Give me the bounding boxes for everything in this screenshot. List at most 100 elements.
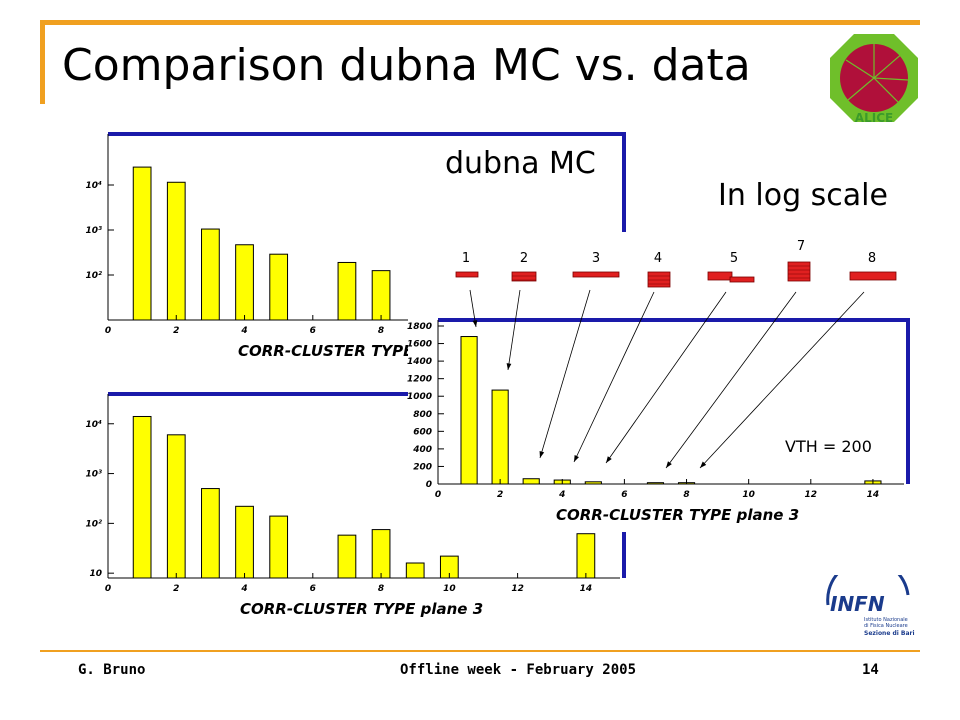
bottom-ytick-label-1000: 10³ [86,470,103,480]
inset-panel: 0 2 4 6 8 10 12 14 0 200 400 600 800 1000 1200 1400 1600… [407,232,916,532]
top-xtick-label-0: 0 [105,326,111,336]
inset-ytick-label-1600: 1600 [407,340,432,350]
bottom-bar-3 [201,488,220,579]
pattern-5-cell-0 [707,271,733,281]
bottom-bar-8 [371,529,391,579]
pattern-label-1: 1 [462,251,470,266]
inset-chart-svg: 0 2 4 6 8 10 12 1402004006008001000120014001600… [407,239,910,524]
pattern-1-cell-0 [455,271,479,278]
dubna-mc-label: dubna MC [445,146,596,181]
inset-ytick-label-1000: 1000 [407,392,432,402]
footer-event: Offline week - February 2005 [400,662,637,678]
bottom-xtick-label-10: 10 [443,584,456,594]
bottom-bar-14 [576,533,596,579]
bottom-bar-9 [405,562,425,579]
inset-x-axis-label: CORR-CLUSTER TYPE plane 3 [556,506,799,524]
top-bar-8 [371,270,391,321]
inset-xtick-label-12: 12 [805,490,818,500]
pattern-8-cell-0 [849,271,897,281]
svg-text:Istituto Nazionale: Istituto Nazionale [864,617,908,623]
inset-ytick-label-800: 800 [413,410,432,420]
pattern-4-arrowhead [574,455,579,462]
inset-xtick-label-8: 8 [683,490,689,500]
inset-bar-1 [460,336,478,485]
inset-xtick-label-4: 4 [558,490,565,500]
top-bar-5 [269,253,289,321]
footer-author: G. Bruno [78,662,146,678]
inset-ytick-label-600: 600 [413,427,432,437]
bottom-xtick-label-2: 2 [173,584,179,594]
inset-xtick-label-2: 2 [497,490,503,500]
top-bar-7 [337,261,357,321]
top-x-axis-label: CORR-CLUSTER TYPE [238,342,414,360]
inset-ytick-label-0: 0 [426,480,432,490]
pattern-label-8: 8 [868,251,876,266]
slide-title: Comparison dubna MC vs. data [62,40,751,91]
bottom-xtick-label-0: 0 [105,584,111,594]
inset-ytick-label-200: 200 [413,462,432,472]
bottom-xtick-label-4: 4 [240,584,247,594]
pattern-2-arrow [507,289,521,371]
infn-logo: INFN Istituto Nazionale di Fisica Nuclea… [820,558,920,645]
top-xtick-label-2: 2 [173,326,179,336]
bottom-bar-1 [132,415,152,579]
top-ytick-label-1000: 10³ [86,226,103,236]
pattern-5-arrow [605,291,727,464]
inset-ytick-label-1800: 1800 [407,322,432,332]
log-scale-label: In log scale [718,178,888,213]
bottom-bar-4 [235,505,254,579]
top-ytick-label-10000: 10⁴ [86,181,103,191]
slide-top-rule [40,20,920,25]
pattern-7-arrow [665,291,797,469]
top-xtick-label-6: 6 [310,326,316,336]
pattern-4-cell-0 [647,271,671,288]
svg-text:ALICE: ALICE [855,111,893,125]
bottom-bar-7 [337,534,357,579]
top-bar-1 [132,166,152,321]
inset-ytick-label-1400: 1400 [407,357,432,367]
bottom-xtick-label-14: 14 [580,584,593,594]
inset-xtick-label-0: 0 [435,490,441,500]
footer-page-number: 14 [862,662,879,678]
pattern-1-arrowhead [472,320,478,327]
bottom-x-axis-label: CORR-CLUSTER TYPE plane 3 [240,600,483,618]
slide-left-rule [40,20,45,104]
pattern-8-arrowhead [700,461,707,468]
inset-bar-5 [584,481,602,485]
bottom-bar-5 [269,515,289,579]
pattern-label-7: 7 [797,239,805,254]
bottom-xtick-label-6: 6 [310,584,316,594]
pattern-5-arrowhead [606,456,612,463]
bottom-xtick-label-8: 8 [378,584,384,594]
top-xtick-label-8: 8 [378,326,384,336]
svg-text:Sezione di Bari: Sezione di Bari [864,630,915,637]
inset-bar-2 [491,389,509,485]
inset-bar-3 [522,478,540,485]
pattern-label-5: 5 [730,251,738,266]
bottom-ytick-label-10000: 10⁴ [86,420,103,430]
pattern-2-arrowhead [506,363,512,370]
inset-bar-7 [646,482,665,485]
top-bar-3 [201,228,220,321]
inset-xtick-label-10: 10 [742,490,755,500]
pattern-5-cell-1 [729,276,755,283]
top-bar-4 [235,244,254,321]
bottom-xtick-label-12: 12 [511,584,524,594]
pattern-8-arrow [699,291,865,469]
inset-xtick-label-6: 6 [621,490,627,500]
pattern-2-cell-0 [511,271,537,282]
pattern-label-3: 3 [592,251,600,266]
vth-label: VTH = 200 [785,437,872,456]
svg-text:INFN: INFN [830,592,885,616]
inset-frame [438,318,910,484]
bottom-ytick-label-10: 10 [89,569,102,579]
pattern-3-cell-0 [572,271,620,278]
top-ytick-label-100: 10² [86,271,103,281]
pattern-3-arrowhead [539,451,545,458]
slide-bottom-rule [40,650,920,652]
svg-text:di Fisica Nucleare: di Fisica Nucleare [864,623,908,629]
top-xtick-label-4: 4 [240,326,247,336]
bottom-ytick-label-100: 10² [86,519,103,529]
top-bar-2 [166,181,186,321]
pattern-3-arrow [539,289,591,459]
